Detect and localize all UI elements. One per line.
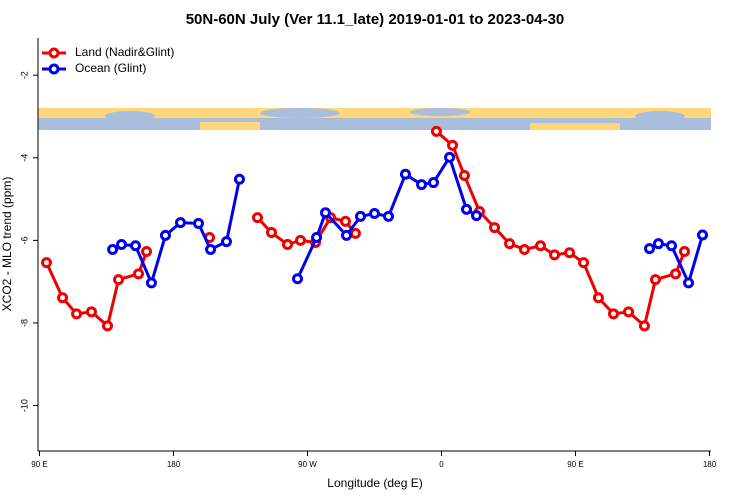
data-point	[292, 273, 304, 285]
data-point	[57, 292, 69, 304]
data-point	[578, 257, 590, 269]
data-point	[116, 239, 128, 250]
data-point	[341, 229, 353, 241]
data-point	[697, 229, 709, 241]
data-point	[294, 234, 306, 246]
data-point	[399, 168, 411, 180]
data-point	[320, 207, 332, 219]
data-point	[349, 227, 361, 239]
data-point	[311, 231, 323, 243]
legend-label: Ocean (Glint)	[75, 61, 146, 75]
data-point	[504, 238, 516, 250]
data-point	[220, 236, 232, 248]
y-tick-label: -4	[19, 154, 29, 162]
data-point	[40, 257, 52, 269]
data-point	[461, 203, 473, 215]
map-water	[105, 111, 155, 121]
data-point	[607, 308, 619, 320]
data-point	[649, 274, 661, 286]
data-point	[174, 217, 186, 229]
data-point	[518, 243, 530, 255]
x-axis-label: Longitude (deg E)	[327, 476, 422, 490]
x-tick-label: 90 E	[31, 460, 47, 469]
data-point	[265, 227, 277, 239]
series-line	[45, 130, 686, 328]
map-land	[200, 122, 260, 130]
x-tick-label: 0	[439, 460, 444, 469]
data-point	[678, 246, 690, 258]
y-axis-label: XCO2 - MLO trend (ppm)	[0, 177, 14, 312]
map-water	[260, 108, 340, 118]
data-point	[549, 249, 561, 261]
data-point	[382, 210, 394, 222]
data-point	[638, 320, 650, 332]
data-point	[85, 306, 97, 318]
data-point	[430, 125, 442, 137]
data-point	[159, 229, 171, 241]
data-point	[666, 240, 678, 252]
data-point	[369, 208, 380, 220]
data-point	[427, 177, 439, 189]
data-point	[141, 246, 153, 258]
x-tick-label: 90 E	[567, 460, 583, 469]
y-tick-label: -2	[19, 71, 29, 79]
data-point	[113, 274, 125, 286]
legend	[40, 40, 190, 78]
data-point	[489, 222, 501, 234]
data-point	[535, 240, 547, 252]
data-point	[282, 239, 294, 250]
x-tick-label: 180	[703, 460, 717, 469]
data-point	[444, 151, 456, 163]
data-point	[652, 238, 664, 250]
data-point	[339, 215, 351, 227]
data-point	[623, 306, 635, 318]
y-tick-label: -6	[19, 236, 29, 244]
data-point	[644, 243, 656, 255]
data-point	[107, 243, 119, 255]
data-point	[416, 179, 428, 191]
data-point	[71, 308, 83, 320]
data-point	[564, 247, 576, 259]
x-tick-label: 180	[167, 460, 181, 469]
y-tick-label: -8	[19, 319, 29, 327]
data-point	[193, 217, 205, 229]
data-point	[251, 212, 263, 224]
data-point	[233, 173, 245, 185]
legend-marker	[48, 47, 60, 59]
map-water	[410, 108, 470, 116]
map-land	[530, 123, 620, 130]
data-point	[683, 277, 695, 289]
x-tick-label: 90 W	[298, 460, 317, 469]
data-point	[130, 240, 142, 252]
data-point	[102, 320, 114, 332]
map-band	[38, 108, 711, 130]
data-point	[145, 277, 157, 289]
data-point	[133, 268, 145, 280]
data-point	[355, 210, 367, 222]
data-point	[592, 292, 604, 304]
data-point	[447, 139, 459, 151]
data-point	[205, 243, 217, 255]
y-tick-label: -10	[19, 399, 29, 412]
data-point	[458, 170, 470, 182]
data-point	[670, 268, 682, 280]
legend-label: Land (Nadir&Glint)	[75, 45, 174, 59]
chart-title: 50N-60N July (Ver 11.1_late) 2019-01-01 …	[186, 11, 565, 28]
legend-marker	[48, 63, 60, 75]
data-point	[470, 210, 482, 222]
map-water	[635, 111, 685, 121]
